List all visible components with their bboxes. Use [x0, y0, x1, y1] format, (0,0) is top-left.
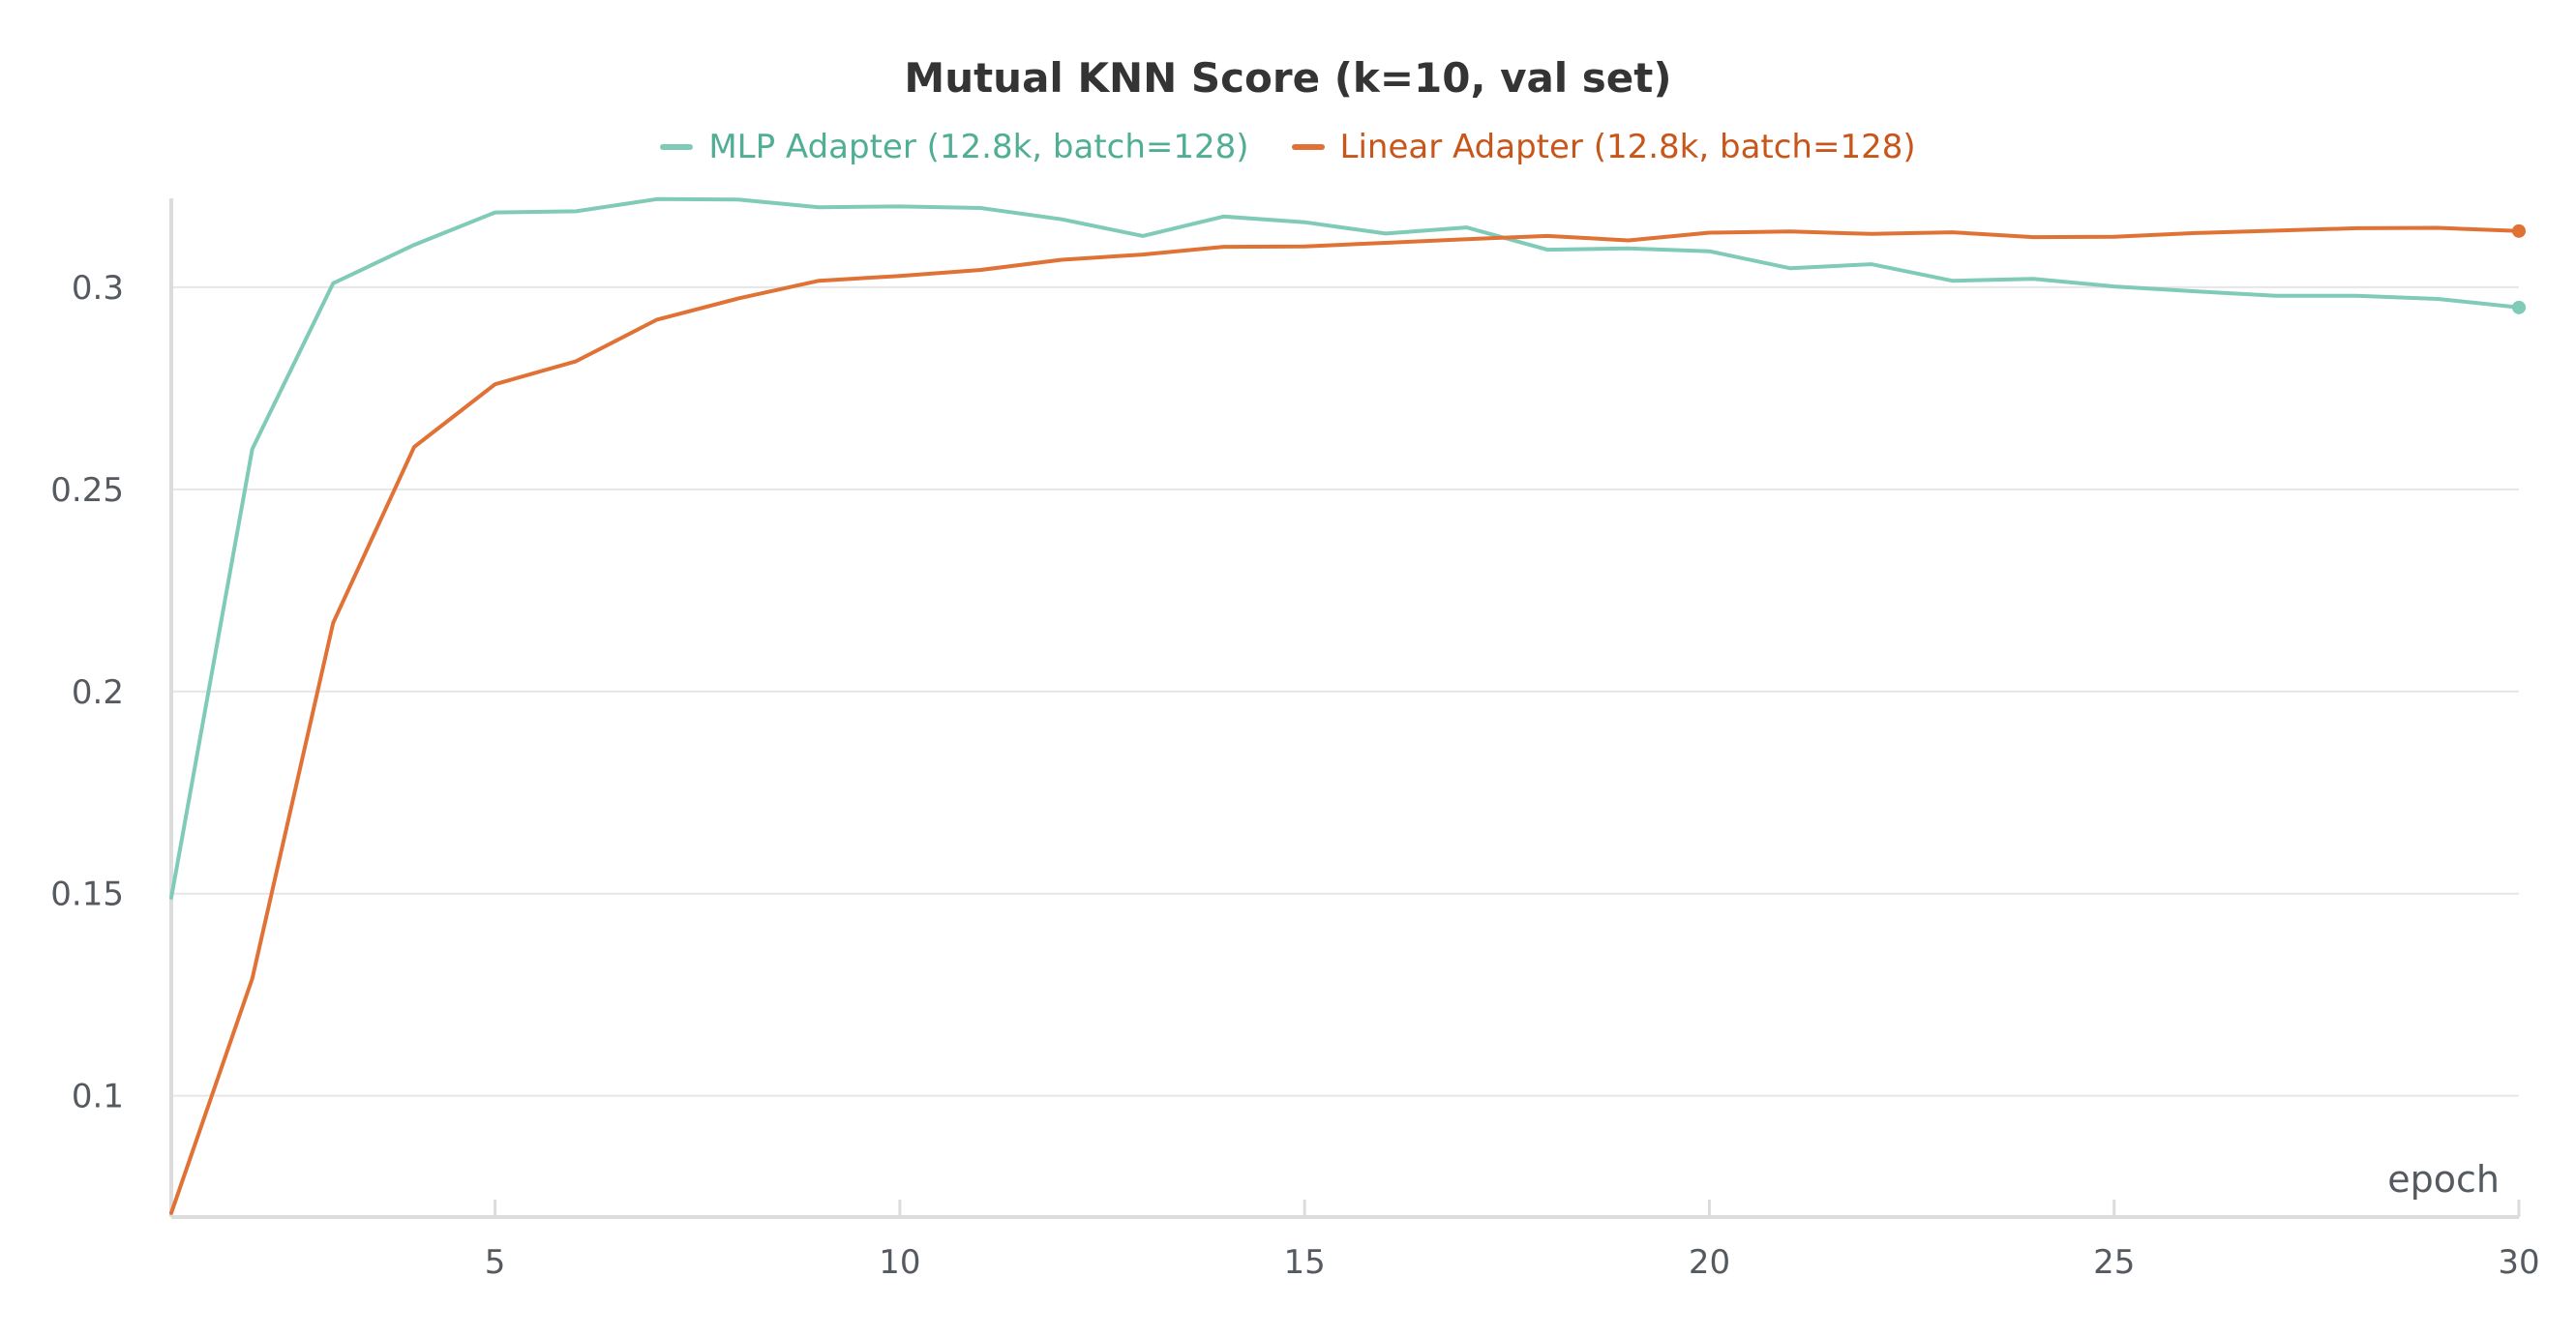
x-tick-label: 15 [1284, 1243, 1326, 1282]
x-tick-label: 10 [879, 1243, 920, 1282]
legend-item-linear[interactable]: Linear Adapter (12.8k, batch=128) [1291, 128, 1916, 166]
chart-title: Mutual KNN Score (k=10, val set) [904, 54, 1672, 102]
y-tick-label: 0.15 [50, 876, 124, 914]
x-tick-label: 25 [2093, 1243, 2135, 1282]
legend-swatch-linear [1291, 144, 1325, 150]
series-line-0[interactable] [169, 196, 2521, 900]
gridlines [171, 285, 2519, 1097]
chart-legend: MLP Adapter (12.8k, batch=128) Linear Ad… [0, 128, 2576, 166]
series-line-1[interactable] [169, 225, 2521, 1215]
y-tick-label: 0.1 [72, 1078, 124, 1116]
y-tick-label: 0.25 [50, 471, 124, 510]
x-tick-label: 30 [2498, 1243, 2539, 1282]
series-end-point-0[interactable] [2512, 300, 2526, 314]
legend-swatch-mlp [660, 144, 694, 150]
series-lines [169, 196, 2526, 1215]
x-tick-label: 5 [485, 1243, 506, 1282]
x-axis-title: epoch [2387, 1158, 2500, 1201]
legend-label-mlp: MLP Adapter (12.8k, batch=128) [708, 128, 1249, 166]
axes: 0.1 0.15 0.2 0.25 0.3 5 10 15 20 25 30 [50, 198, 2540, 1282]
legend-label-linear: Linear Adapter (12.8k, batch=128) [1339, 128, 1916, 166]
y-tick-label: 0.3 [72, 269, 124, 308]
y-tick-label: 0.2 [72, 673, 124, 712]
legend-item-mlp[interactable]: MLP Adapter (12.8k, batch=128) [660, 128, 1249, 166]
series-end-point-1[interactable] [2512, 223, 2526, 238]
x-tick-label: 20 [1689, 1243, 1730, 1282]
